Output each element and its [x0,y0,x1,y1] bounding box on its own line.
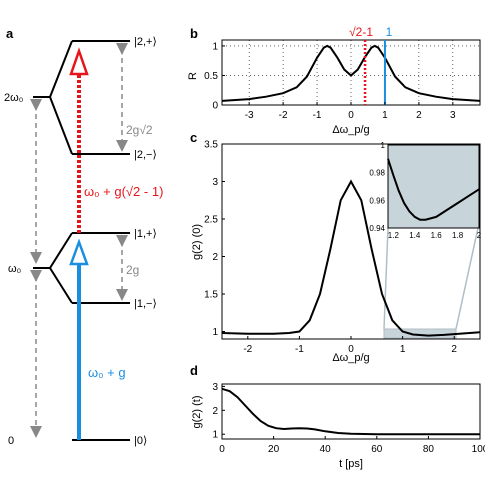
inset-xtick-label: 1.2 [388,231,400,240]
blue-arrowhead [69,238,89,266]
split-line-2-up [49,40,73,98]
panel-b-xtick-label: 0 [348,110,354,121]
panel-c-ytick-label: 3 [212,177,218,188]
panel-d-ytick-label: 2 [212,406,218,417]
zoom-connector-right [455,227,479,330]
panel-d-xtick-label: 40 [320,444,332,455]
panel-c-curve [221,179,481,337]
panel-d-curve [221,387,480,436]
panel-d-xtick-label: 0 [219,444,225,455]
panel-b-red-marker-label: √2-1 [349,25,373,39]
panel-b-label: b [190,26,198,41]
panel-a: a |0⟩ 0 |1,+⟩ |1,−⟩ ω₀ |2,+⟩ |2,−⟩ 2ω₀ 2… [4,26,163,447]
panel-c-xtick-label: -2 [243,344,252,355]
inset-xtick-label: 2 [477,231,482,240]
panel-b-xtick-label: -3 [245,110,254,121]
splitting-1-label: 2g [126,263,139,277]
panel-d: d 0 20 40 60 80 100 1 2 3 g(2) (t) t [ps] [190,363,485,470]
panel-d-xtick-label: 20 [268,444,280,455]
panel-b-ticks: -3 -2 -1 0 1 2 3 0 0.5 1 [204,41,456,121]
panel-d-ylabel: g(2) (t) [191,396,203,429]
panel-a-label: a [6,26,14,41]
panel-b-grid [222,40,480,105]
panel-c-xtick-label: -1 [295,344,304,355]
state-2-plus-label: |2,+⟩ [134,36,157,48]
panel-c-ytick-label: 2.5 [204,215,218,226]
panel-c-inset [387,144,480,229]
inset-ytick-label: 0.94 [369,224,385,233]
state-2-minus-label: |2,−⟩ [134,149,157,161]
splitting-2-label: 2g√2 [126,123,153,137]
panel-b-ytick-label: 0 [212,101,218,112]
panel-b-ytick-label: 1 [212,41,218,52]
state-1-minus-label: |1,−⟩ [134,298,157,310]
state-1-plus-label: |1,+⟩ [134,228,157,240]
panel-c-xlabel: Δω_p/g [332,352,369,364]
panel-d-ticks: 0 20 40 60 80 100 1 2 3 [212,382,485,455]
panel-b-ylabel: R [187,72,199,80]
panel-d-ytick-label: 1 [212,430,218,441]
panel-c-inset-ticks: 1.2 1.4 1.6 1.8 2 1 0.98 0.96 0.94 [369,141,481,240]
panel-c-ytick-label: 2 [212,252,218,263]
panel-c-ticks: -2 -1 0 1 2 1 1.5 2 2.5 3 3.5 [204,140,457,356]
panel-d-label: d [190,363,198,378]
panel-c-xtick-label: 0 [348,344,354,355]
panel-c-ytick-label: 1.5 [204,290,218,301]
panel-b-blue-marker-label: 1 [386,25,393,39]
panel-d-xtick-label: 100 [472,444,485,455]
panel-c-label: c [190,130,197,145]
inset-ytick-label: 0.96 [369,196,385,205]
panel-d-axes [221,383,481,440]
blue-transition-label: ω₀ + g [88,365,126,380]
inset-ytick-label: 0.98 [369,169,385,178]
panel-d-xtick-label: 60 [371,444,383,455]
inset-ytick-label: 1 [381,141,386,150]
inset-xtick-label: 1.4 [409,231,421,240]
panel-b-xtick-label: 3 [450,110,456,121]
panel-b-curve [221,44,481,102]
panel-b-xtick-label: -1 [313,110,322,121]
panel-c-xtick-label: 2 [451,344,457,355]
red-arrowhead [69,47,89,76]
panel-c-xtick-label: 1 [400,344,406,355]
panel-b-xtick-label: 2 [416,110,422,121]
panel-c-ytick-label: 3.5 [204,140,218,151]
panel-d-xlabel: t [ps] [339,458,363,470]
panel-c-inset-curve [387,158,480,221]
level-0-freq: 0 [8,435,14,447]
panel-b-ytick-label: 0.5 [204,71,218,82]
panel-b-xlabel: Δω_p/g [332,124,369,136]
panel-c-ylabel: g(2) (0) [191,224,203,260]
split-line-1-up [49,232,73,269]
zoom-connector-left [383,227,389,330]
panel-d-ytick-label: 3 [212,382,218,393]
level-2-freq: 2ω₀ [4,92,23,104]
panel-b-xtick-label: -2 [279,110,288,121]
panel-c-ytick-label: 1 [212,327,218,338]
inset-xtick-label: 1.8 [452,231,464,240]
panel-c: c -2 -1 0 1 2 1 1.5 2 2.5 3 3.5 g(2) (0) Δω_p/g 1.… [190,130,482,364]
state-0-label: |0⟩ [134,435,147,447]
inset-xtick-label: 1.6 [431,231,443,240]
split-line-1-down [49,267,73,304]
level-1-freq: ω₀ [8,263,21,275]
split-line-2-down [49,96,73,155]
red-transition-label: ω₀ + g(√2 - 1) [84,184,163,199]
panel-b-xtick-label: 1 [382,110,388,121]
panel-d-xtick-label: 80 [423,444,435,455]
panel-b: b √2-1 1 -3 -2 -1 0 1 2 3 0 0.5 1 R Δω_p/g [187,25,481,136]
panel-c-zoom-region [383,328,457,339]
